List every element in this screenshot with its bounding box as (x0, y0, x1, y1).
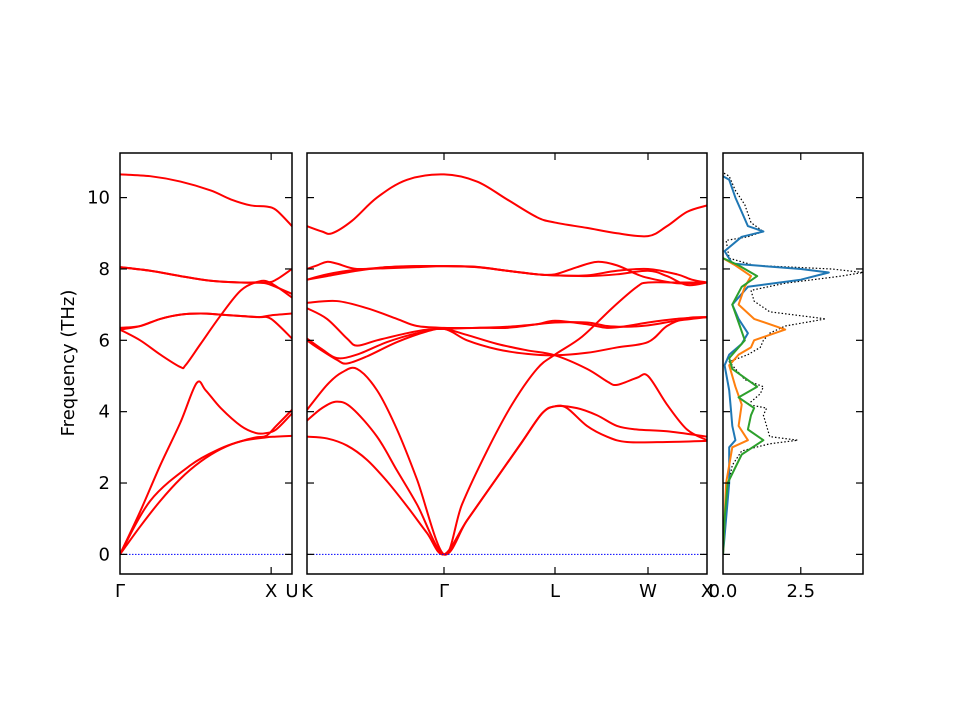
panel-2-frame (306, 152, 708, 575)
band-line-6 (120, 312, 292, 329)
band-line-9 (120, 173, 292, 227)
panel-3-frame (722, 152, 864, 575)
x-tick-label-U: U (285, 581, 298, 602)
panel-2-plot-area (307, 173, 707, 556)
band-line-1 (120, 434, 292, 555)
panel-3: 0.0 2.5 (709, 152, 864, 602)
band-line-10 (307, 260, 707, 287)
y-tick-label-8: 8 (99, 259, 110, 280)
band-line-4 (120, 279, 292, 370)
y-tick-label-4: 4 (99, 402, 110, 423)
dos-curve-dos-total (723, 172, 863, 555)
band-line-8 (120, 266, 292, 295)
x-tick-label-2.5: 2.5 (786, 581, 815, 602)
dos-curve-dos-2 (723, 257, 787, 555)
band-line-11 (307, 173, 707, 238)
y-tick-label-6: 6 (99, 330, 110, 351)
panel-1-plot-area (120, 173, 292, 555)
x-tick-label-Γ: Γ (439, 581, 449, 602)
x-tick-label-X: X (265, 581, 277, 602)
band-line-3 (120, 409, 292, 555)
band-line-5 (307, 316, 707, 360)
band-line-1 (307, 405, 707, 556)
band-line-8 (307, 260, 707, 285)
y-tick-label-10: 10 (87, 188, 110, 209)
band-line-4 (307, 327, 707, 442)
band-line-3 (307, 281, 707, 556)
y-axis-label: Frequency (THz) (58, 290, 79, 437)
x-tick-label-L: L (550, 581, 560, 602)
dos-curve-dos-3 (723, 257, 765, 555)
band-line-2 (307, 400, 707, 556)
y-tick-label-0: 0 (99, 544, 110, 565)
band-line-7 (307, 299, 707, 329)
x-tick-label-0.0: 0.0 (709, 581, 738, 602)
x-tick-label-Γ: Γ (115, 581, 125, 602)
x-tick-label-X: X (701, 581, 713, 602)
panel-1-frame (119, 152, 293, 575)
panel-3-plot-area (723, 172, 863, 555)
dos-curve-dos-1 (723, 175, 830, 555)
panel-1: 0 2 4 6 8 10 Γ X U (87, 152, 299, 602)
x-tick-label-K: K (301, 581, 314, 602)
x-tick-label-W: W (639, 581, 657, 602)
band-line-2 (120, 380, 292, 555)
y-tick-label-2: 2 (99, 473, 110, 494)
